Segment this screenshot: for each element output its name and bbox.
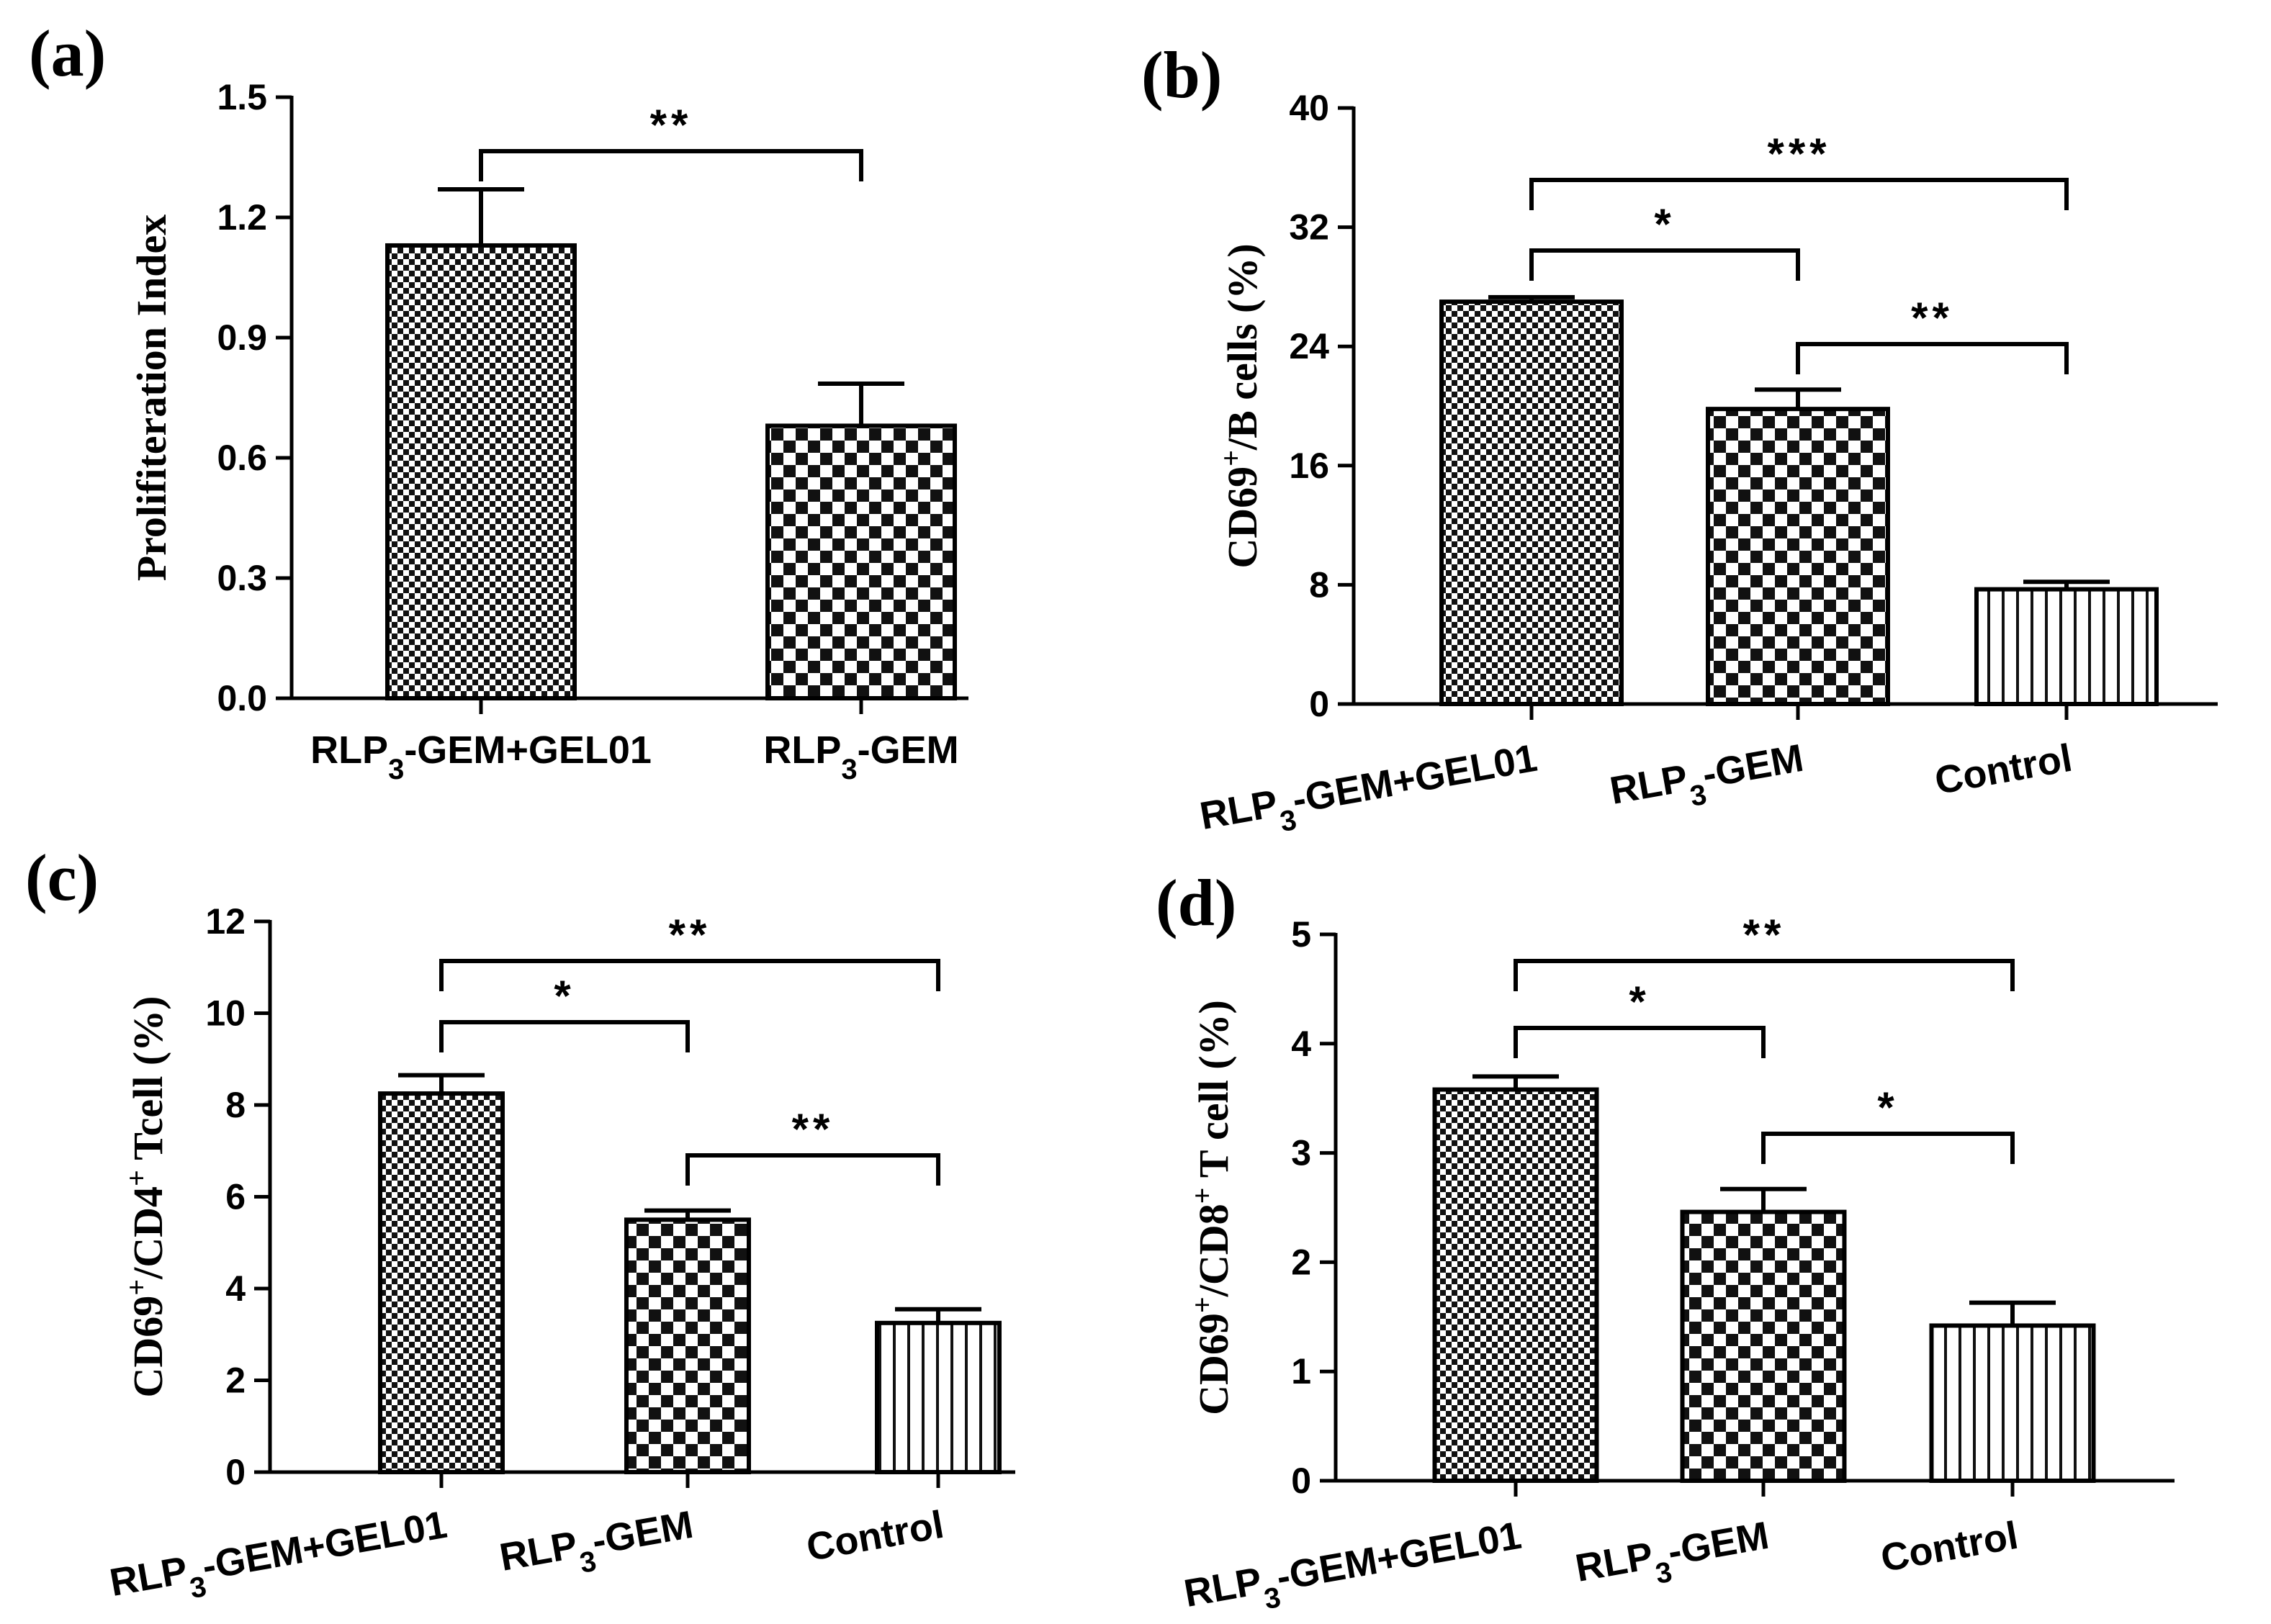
y-tick-label: 2 <box>225 1361 246 1401</box>
significance-label: ** <box>1911 294 1953 342</box>
error-bar <box>398 1073 485 1094</box>
category-label: RLP3-GEM+GEL01 <box>1197 736 1542 852</box>
category-label: RLP3-GEM+GEL01 <box>310 728 652 785</box>
bar <box>378 1091 505 1474</box>
y-axis-title: CD69+/CD8+ T cell (%) <box>1186 1000 1238 1415</box>
y-tick-label: 16 <box>1289 446 1329 486</box>
bar <box>385 243 577 700</box>
category-label: Control <box>1932 736 2075 803</box>
category-label: RLP3-GEM+GEL01 <box>1181 1514 1526 1624</box>
significance-label: * <box>1629 978 1650 1026</box>
category-label: RLP3-GEM <box>763 728 958 785</box>
chart-panel-2: (b) 0 8 16 24 32 40 CD69+/B cells (%) RLP3-GEM+G… <box>1141 38 2218 852</box>
y-tick-label: 12 <box>205 901 246 942</box>
error-bar <box>2023 579 2110 590</box>
bar <box>1706 407 1890 706</box>
y-tick-label: 0.6 <box>217 438 267 478</box>
significance-bracket <box>1796 342 2069 374</box>
y-tick-label: 0.0 <box>217 678 267 718</box>
category-label: RLP3-GEM <box>1573 1514 1775 1604</box>
error-bar <box>818 382 904 426</box>
significance-label: *** <box>1767 130 1830 178</box>
error-bar <box>1720 1186 1807 1212</box>
error-bar <box>438 187 524 245</box>
bar <box>1432 1087 1599 1483</box>
bar <box>1680 1209 1847 1484</box>
y-axis-title: CD69+/B cells (%) <box>1215 243 1267 568</box>
significance-label: ** <box>1743 911 1786 959</box>
y-tick-label: 4 <box>1291 1024 1311 1064</box>
chart-panel-3: (c) 0 2 4 6 8 10 12 CD69+/CD4+ Tcell (%) RLP3-GEM… <box>25 841 1015 1618</box>
significance-bracket <box>1761 1132 2015 1164</box>
significance-bracket <box>1529 178 2069 210</box>
significance-label: * <box>554 972 575 1020</box>
y-tick-label: 40 <box>1289 88 1329 128</box>
significance-label: ** <box>650 101 693 149</box>
y-tick-label: 0.9 <box>217 317 267 358</box>
category-label: Control <box>1878 1514 2021 1580</box>
panel-label: (d) <box>1156 866 1236 939</box>
y-tick-label: 8 <box>1309 564 1329 605</box>
bar <box>624 1217 751 1474</box>
y-tick-label: 3 <box>1291 1133 1311 1173</box>
y-tick-label: 0.3 <box>217 558 267 598</box>
significance-bracket <box>439 959 940 991</box>
bar <box>765 423 957 700</box>
significance-bracket <box>479 149 863 181</box>
y-tick-label: 1 <box>1291 1351 1311 1391</box>
bar <box>1974 587 2159 706</box>
bar <box>1929 1323 2096 1483</box>
significance-label: ** <box>669 911 711 959</box>
error-bar <box>1969 1300 2056 1326</box>
y-tick-label: 2 <box>1291 1242 1311 1282</box>
y-tick-label: 0 <box>1291 1461 1311 1501</box>
y-axis-title: Prolifiteration Index <box>128 215 175 582</box>
y-tick-label: 32 <box>1289 207 1329 248</box>
y-axis-title: CD69+/CD4+ Tcell (%) <box>120 996 172 1398</box>
panel-label: (a) <box>29 17 106 90</box>
category-label: Control <box>804 1503 947 1569</box>
error-bar <box>644 1208 731 1220</box>
y-tick-label: 6 <box>225 1177 246 1217</box>
y-tick-label: 0 <box>225 1452 246 1492</box>
y-tick-label: 5 <box>1291 914 1311 955</box>
significance-bracket <box>1514 1026 1766 1058</box>
error-bar <box>1488 294 1575 302</box>
y-tick-label: 8 <box>225 1085 246 1125</box>
panel-label: (b) <box>1141 38 1222 112</box>
bar <box>875 1320 1002 1474</box>
bar <box>1439 299 1624 707</box>
panel-label: (c) <box>25 841 99 914</box>
significance-bracket <box>1514 959 2015 991</box>
y-tick-label: 4 <box>225 1268 246 1309</box>
significance-label: * <box>1654 200 1675 248</box>
chart-panel-4: (d) 0 1 2 3 4 5 CD69+/CD8+ T cell (%) RLP3-GEM+G… <box>1156 866 2175 1624</box>
error-bar <box>1755 387 1841 410</box>
chart-panel-1: (a) 0.0 0.3 0.6 0.9 1.2 1.5 Prolifiteration Ind… <box>29 17 968 785</box>
y-tick-label: 24 <box>1289 326 1329 366</box>
significance-bracket <box>1529 248 1800 281</box>
significance-label: * <box>1877 1083 1898 1132</box>
y-tick-label: 10 <box>205 993 246 1034</box>
category-label: RLP3-GEM+GEL01 <box>107 1503 452 1618</box>
significance-bracket <box>685 1153 940 1186</box>
significance-label: ** <box>792 1105 835 1153</box>
error-bar <box>1472 1074 1559 1090</box>
category-label: RLP3-GEM <box>1607 736 1809 826</box>
y-tick-label: 1.5 <box>217 77 267 117</box>
significance-bracket <box>439 1020 690 1052</box>
y-tick-label: 1.2 <box>217 197 267 238</box>
y-tick-label: 0 <box>1309 684 1329 724</box>
category-label: RLP3-GEM <box>497 1503 699 1593</box>
error-bar <box>895 1307 981 1323</box>
